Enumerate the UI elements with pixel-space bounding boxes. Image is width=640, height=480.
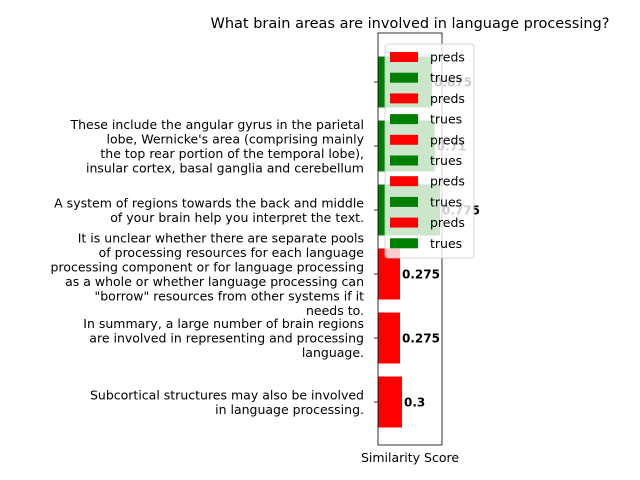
bar	[378, 376, 402, 428]
legend-label: trues	[430, 153, 462, 168]
legend-swatch	[390, 176, 418, 187]
x-axis-label: Similarity Score	[361, 450, 459, 465]
bar	[378, 248, 400, 300]
y-tick-label: These include the angular gyrus in the p…	[69, 117, 364, 176]
legend-label: preds	[430, 215, 465, 230]
legend-label: trues	[430, 112, 462, 127]
y-tick-label: A system of regions towards the back and…	[54, 195, 364, 225]
legend-label: preds	[430, 174, 465, 189]
y-tick-label: It is unclear whether there are separate…	[51, 230, 365, 318]
legend-label: trues	[430, 70, 462, 85]
legend-swatch	[390, 155, 418, 166]
legend-swatch	[390, 217, 418, 228]
legend-swatch	[390, 52, 418, 62]
legend-label: preds	[430, 91, 465, 106]
y-tick-label: Subcortical structures may also be invol…	[90, 387, 364, 417]
legend-swatch	[390, 72, 418, 83]
data-label: 0.275	[402, 332, 440, 346]
legend-swatch	[390, 93, 418, 104]
legend-swatch	[390, 134, 418, 145]
legend-swatch	[390, 238, 418, 249]
bar	[378, 312, 400, 364]
legend-swatch	[390, 114, 418, 125]
legend-label: preds	[430, 132, 465, 147]
data-label: 0.3	[404, 396, 425, 410]
chart-title: What brain areas are involved in languag…	[211, 16, 610, 32]
legend-label: trues	[430, 236, 462, 251]
data-label: 0.275	[402, 268, 440, 282]
legend-label: trues	[430, 194, 462, 209]
y-tick-label: In summary, a large number of brain regi…	[83, 316, 364, 360]
legend-swatch	[390, 196, 418, 207]
legend-label: preds	[430, 50, 465, 65]
